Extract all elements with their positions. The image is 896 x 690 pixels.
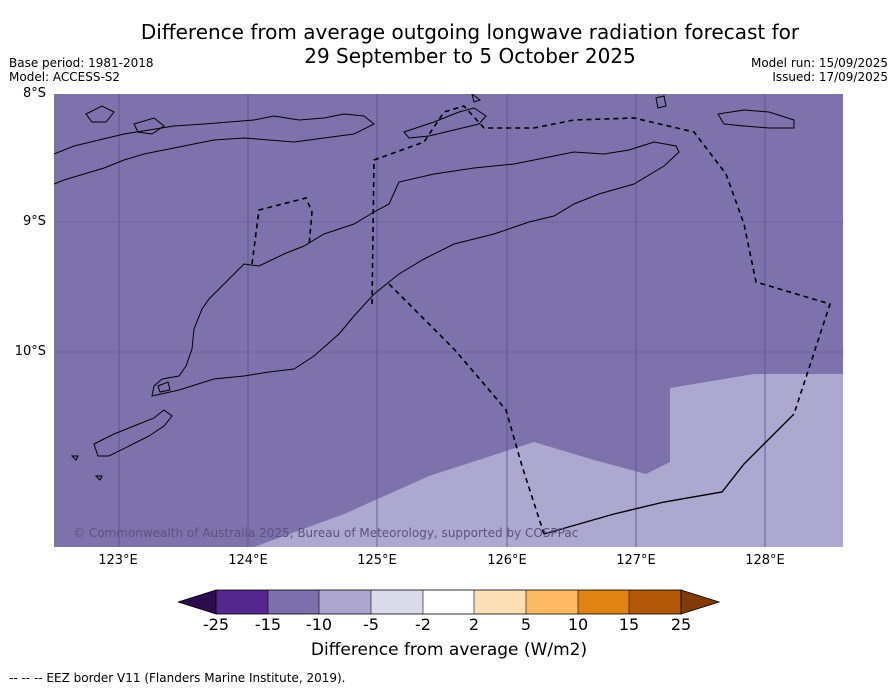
colorbar xyxy=(178,589,720,615)
colorbar-tick-5: 2 xyxy=(468,615,480,634)
colorbar-tick-9: 25 xyxy=(670,615,692,634)
eez-footnote: -- -- -- EEZ border V11 (Flanders Marine… xyxy=(9,671,346,685)
map-area xyxy=(54,94,843,547)
title-line-2: 29 September to 5 October 2025 xyxy=(304,44,636,68)
rote-islet-2 xyxy=(70,455,79,461)
rote-islet-3 xyxy=(94,475,103,481)
colorbar-bin-6 xyxy=(474,590,526,614)
colorbar-bin-9 xyxy=(629,590,681,614)
colorbar-tick-2: -10 xyxy=(305,615,333,634)
lon-label-127e: 127°E xyxy=(616,553,656,568)
lon-label-126e: 126°E xyxy=(487,553,527,568)
meta-right: Model run: 15/09/2025 Issued: 17/09/2025 xyxy=(751,56,888,84)
rote-islet-1 xyxy=(157,381,171,393)
colorbar-tick-1: -15 xyxy=(254,615,282,634)
colorbar-bin-7 xyxy=(526,590,578,614)
model-name: Model: ACCESS-S2 xyxy=(9,70,121,84)
chart-title: Difference from average outgoing longwav… xyxy=(100,20,840,68)
lat-label-9s: 9°S xyxy=(22,214,46,229)
wetar-island-outline xyxy=(403,107,487,139)
eez-border-solid xyxy=(543,413,795,535)
alor-islands-outline xyxy=(54,113,375,185)
colorbar-tick-7: 10 xyxy=(567,615,589,634)
model-run: Model run: 15/09/2025 xyxy=(750,56,888,70)
colorbar-tick-3: -5 xyxy=(363,615,379,634)
islet-1 xyxy=(85,105,115,123)
colorbar-bin-8 xyxy=(578,590,629,614)
eez-border xyxy=(251,105,832,535)
issued-date: Issued: 17/09/2025 xyxy=(772,70,888,84)
colorbar-extend-high xyxy=(680,589,720,615)
eez-border-south xyxy=(388,283,545,535)
graticule xyxy=(54,94,843,547)
colorbar-extend-low xyxy=(178,589,217,615)
copyright-notice: © Commonwealth of Australia 2025, Bureau… xyxy=(73,526,579,540)
lon-label-128e: 128°E xyxy=(745,553,785,568)
colorbar-label: Difference from average (W/m2) xyxy=(310,640,588,660)
anomaly-field-southeast xyxy=(254,374,843,547)
colorbar-tick-0: -25 xyxy=(202,615,230,634)
timor-island-outline xyxy=(151,141,680,397)
lon-label-125e: 125°E xyxy=(357,553,397,568)
colorbar-tick-4: -2 xyxy=(415,615,431,634)
lat-label-10s: 10°S xyxy=(14,344,46,359)
lon-label-124e: 124°E xyxy=(228,553,268,568)
eez-border-north xyxy=(251,197,313,265)
lon-label-123e: 123°E xyxy=(98,553,138,568)
coastlines xyxy=(54,94,795,481)
colorbar-bin-4 xyxy=(371,590,423,614)
colorbar-bin-5 xyxy=(423,590,474,614)
colorbar-bin-1 xyxy=(216,590,268,614)
islet-2 xyxy=(133,117,165,135)
lat-label-8s: 8°S xyxy=(22,86,46,101)
alor-islet xyxy=(471,94,482,103)
semau-island-outline xyxy=(93,409,173,457)
base-period: Base period: 1981-2018 xyxy=(9,56,154,70)
leti-islands-outline xyxy=(717,109,795,129)
colorbar-tick-8: 15 xyxy=(618,615,640,634)
meta-left: Base period: 1981-2018 Model: ACCESS-S2 xyxy=(9,56,154,84)
kisar-islet xyxy=(655,95,667,109)
colorbar-bin-2 xyxy=(268,590,319,614)
eez-border-timor-leste xyxy=(371,105,832,415)
colorbar-bin-3 xyxy=(319,590,371,614)
colorbar-tick-6: 5 xyxy=(520,615,532,634)
title-line-1: Difference from average outgoing longwav… xyxy=(140,20,800,44)
